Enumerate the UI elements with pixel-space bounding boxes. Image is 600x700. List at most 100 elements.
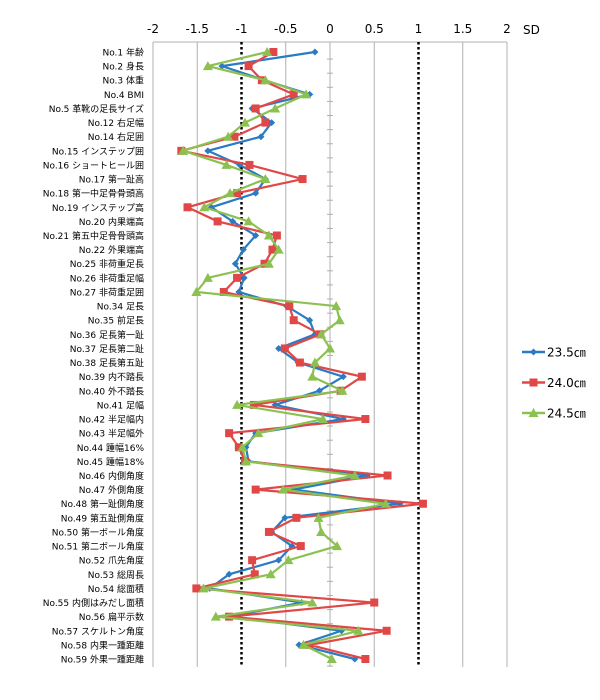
category-label: No.4 BMI <box>104 91 144 101</box>
x-tick-label: 0 <box>326 22 334 36</box>
category-label: No.54 総面積 <box>88 583 144 595</box>
category-label: No.45 踵幅18% <box>77 456 145 468</box>
category-label: No.14 右足囲 <box>88 131 144 143</box>
data-point <box>361 655 370 663</box>
data-point <box>225 429 234 438</box>
data-point <box>248 556 257 565</box>
category-label: No.43 半足幅外 <box>79 428 144 440</box>
category-label: No.44 踵幅16% <box>77 442 145 454</box>
category-label: No.12 右足幅 <box>88 117 144 129</box>
category-label: No.49 第五趾側角度 <box>61 512 144 524</box>
category-label: No.46 内側角度 <box>79 470 144 482</box>
data-point <box>178 145 189 155</box>
data-point <box>272 231 281 240</box>
legend-marker <box>530 348 537 356</box>
data-point <box>295 358 304 367</box>
data-point <box>331 301 342 311</box>
data-point <box>234 443 243 452</box>
data-point <box>223 131 234 141</box>
data-point <box>224 188 235 198</box>
category-label: No.40 外不踏長 <box>79 385 144 397</box>
category-label: No.47 外側角度 <box>79 484 144 496</box>
category-label: No.59 外果一踵距離 <box>61 654 144 666</box>
category-label: No.58 内果一踵距離 <box>61 639 144 651</box>
category-label: No.19 インステップ高 <box>52 202 144 214</box>
x-axis-label: SD <box>523 23 540 37</box>
data-point <box>252 189 260 197</box>
series-line-1 <box>181 51 424 661</box>
data-point <box>262 47 273 56</box>
data-point <box>250 570 259 579</box>
series-line-2 <box>179 50 386 660</box>
data-point <box>326 654 337 663</box>
data-point <box>316 329 327 339</box>
category-label: No.18 第一中足骨骨頭高 <box>43 188 144 200</box>
data-point <box>307 371 318 381</box>
data-point <box>213 217 222 226</box>
data-point <box>191 286 202 296</box>
data-point <box>292 513 301 522</box>
data-point <box>261 118 270 127</box>
data-point <box>253 428 264 438</box>
category-label: No.38 足長第五趾 <box>70 357 144 369</box>
data-point <box>260 174 271 184</box>
category-label: No.5 革靴の足長サイズ <box>49 103 144 115</box>
data-point <box>210 611 221 621</box>
data-point <box>306 316 314 324</box>
category-label: No.50 第一ボール角度 <box>52 526 144 538</box>
category-label: No.21 第五中足骨骨頭高 <box>43 230 144 242</box>
data-point <box>231 260 239 268</box>
data-point <box>418 499 427 508</box>
category-label: No.25 非荷重足長 <box>70 258 144 270</box>
category-label: No.3 体重 <box>102 75 144 87</box>
category-label: No.57 スケルトン角度 <box>52 625 144 637</box>
data-point <box>270 103 281 113</box>
data-point <box>244 62 253 71</box>
data-point <box>240 117 251 127</box>
data-point <box>361 415 370 424</box>
data-point <box>202 272 213 282</box>
x-tick-label: -2 <box>147 22 159 36</box>
category-label: No.37 足長第二趾 <box>70 343 144 355</box>
legend-label: 24.0㎝ <box>547 376 586 390</box>
data-point <box>252 232 260 240</box>
category-label: No.22 外果端高 <box>79 244 144 256</box>
data-point <box>239 246 247 254</box>
data-point <box>334 315 345 325</box>
data-point <box>289 316 298 325</box>
category-label: No.16 ショートヒール囲 <box>43 160 144 171</box>
x-tick-label: 1.5 <box>453 22 472 36</box>
data-point <box>257 133 265 141</box>
data-point <box>221 159 232 169</box>
data-point <box>269 48 278 56</box>
data-point <box>251 104 260 113</box>
data-point <box>339 373 347 381</box>
data-point <box>237 442 248 452</box>
data-point <box>317 414 328 424</box>
data-point <box>311 48 319 56</box>
data-point <box>283 555 294 565</box>
data-point <box>301 89 312 99</box>
data-point <box>263 230 274 240</box>
data-point <box>229 217 237 225</box>
category-label: No.51 第二ボール角度 <box>52 541 144 553</box>
data-point <box>305 640 314 649</box>
data-point <box>289 90 298 99</box>
data-point <box>316 526 327 536</box>
category-label: No.48 第一趾側角度 <box>61 498 144 510</box>
data-point <box>382 626 391 635</box>
data-point <box>240 456 251 466</box>
legend-label: 24.5㎝ <box>547 407 586 421</box>
data-point <box>325 343 335 353</box>
data-point <box>225 570 233 578</box>
data-point <box>232 399 243 409</box>
category-label: No.36 足長第一趾 <box>70 329 144 341</box>
data-point <box>225 612 234 621</box>
data-point <box>280 344 289 353</box>
data-point <box>313 512 324 522</box>
category-label: No.26 非荷重足幅 <box>70 272 144 284</box>
data-point <box>243 216 254 226</box>
data-point <box>192 584 201 593</box>
x-tick-label: 0.5 <box>365 22 384 36</box>
